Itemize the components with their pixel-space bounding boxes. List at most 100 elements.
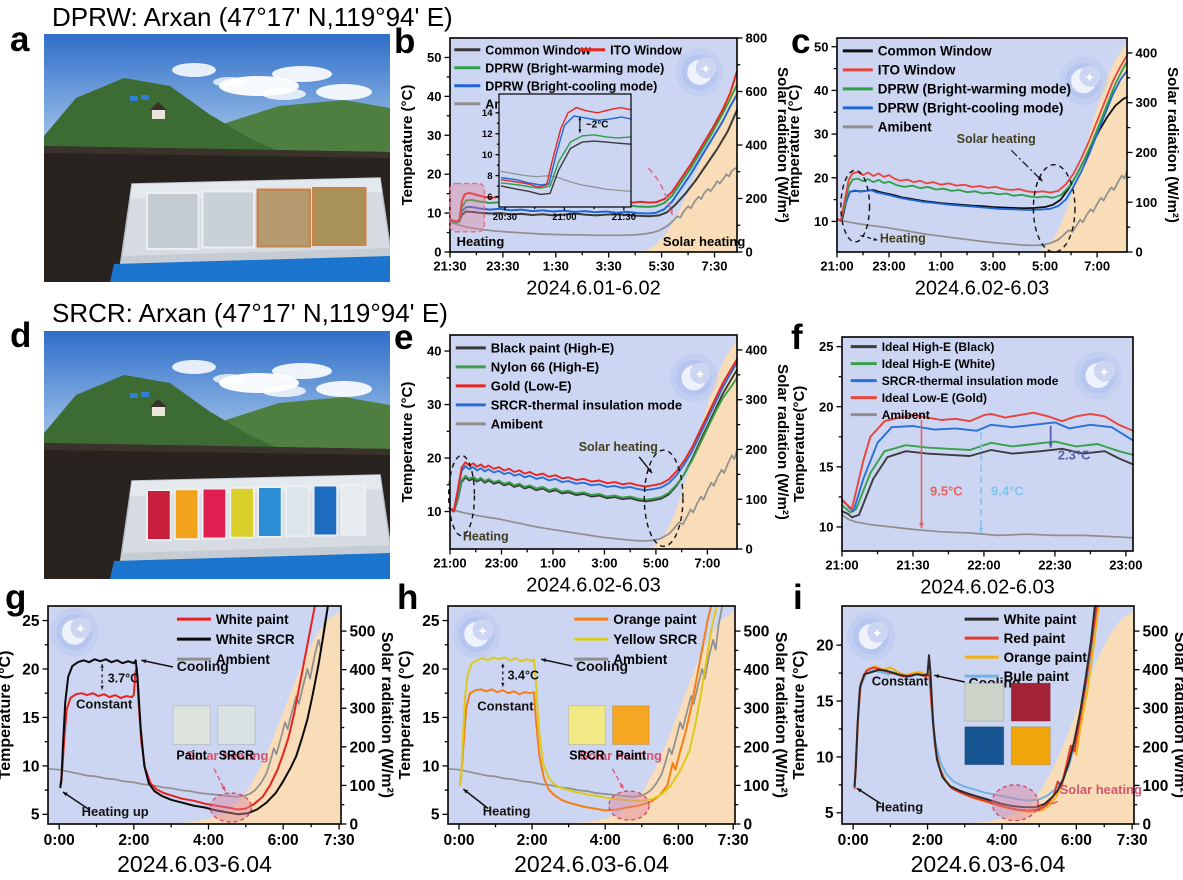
y-tick-label: 10 — [816, 749, 833, 766]
y-tick-label: 25 — [422, 613, 440, 630]
annotation-heating: Heating — [875, 800, 923, 815]
y2-tick-label: 300 — [746, 392, 768, 407]
panel-letter-h: h — [397, 578, 419, 617]
panel-g-chart: 0:00 2:00 4:00 6:00 7:30 5 10 15 20 25 0 100 200 300 4… — [0, 580, 395, 880]
annotation-3-4-c: 3.4°C — [508, 669, 539, 683]
sample-panel — [286, 487, 309, 536]
annotation-highlight-rect — [449, 182, 486, 233]
plot-border — [47, 605, 342, 825]
series-amibent — [449, 449, 738, 542]
legend-label-common-window: Common Window — [485, 43, 591, 57]
y-tick-label: 20 — [814, 170, 828, 185]
legend: White paint Red paint Orange paint Bule pai… — [964, 612, 1088, 684]
y2-tick-label: 200 — [746, 191, 768, 206]
y-tick-label: 10 — [427, 504, 441, 519]
y-tick-label: 5 — [431, 807, 440, 824]
series-dprw-bright-cooling-mode — [449, 93, 738, 224]
legend-label-white-paint: White paint — [1004, 612, 1077, 627]
y-tick-label: 40 — [427, 344, 441, 359]
annotation-solar-heating: Solar heating — [580, 748, 662, 763]
x-tick-label: 5:00 — [643, 556, 669, 571]
series-ideal-high-e-white — [841, 440, 1134, 514]
blue-base — [110, 256, 390, 282]
x-tick-label: 7:30 — [702, 259, 728, 274]
series-srcr-thermal-insulation-mode — [449, 361, 738, 512]
y-tick-label: 15 — [816, 693, 834, 710]
cloud — [213, 77, 245, 87]
sample-swatch — [1010, 682, 1051, 722]
x-tick-label: 7:30 — [1117, 832, 1148, 849]
cloud — [316, 84, 372, 100]
sample-swatch — [1010, 726, 1051, 766]
y-axis-title: Temperature (°C) — [397, 651, 414, 780]
y-tick-label: 50 — [427, 50, 441, 65]
x-axis-date-label: 2024.6.02-6.03 — [915, 278, 1050, 299]
plot-border — [836, 37, 1128, 253]
sample-swatch — [217, 705, 256, 746]
annotation-ellipse — [448, 454, 476, 537]
x-tick-label: 23:30 — [486, 259, 519, 274]
annotation-cooling: Cooling — [177, 658, 229, 674]
y2-tick-label: 400 — [1136, 45, 1158, 60]
legend-label-common-window: Common Window — [878, 44, 992, 59]
annotation-heating: Heating — [457, 234, 505, 249]
panel-e-chart: 21:00 23:00 1:00 3:00 5:00 7:00 10 20 30 40 0 100 20… — [391, 323, 791, 600]
annotation-2-3-c: 2.3°C — [1058, 448, 1091, 463]
y2-tick-label: 500 — [744, 624, 770, 641]
y-tick-label: 6 — [487, 192, 492, 203]
y2-tick-label: 300 — [744, 701, 770, 718]
x-tick-label: 6:00 — [1061, 832, 1092, 849]
x-tick-label: 1:00 — [540, 556, 566, 571]
y2-tick-label: 400 — [746, 342, 768, 357]
panel-h-chart: 0:00 2:00 4:00 6:00 7:30 5 10 15 20 25 0 100 200 300 4… — [394, 580, 789, 880]
legend-label-dprw-bright-cooling-mode: DPRW (Bright-cooling mode) — [878, 101, 1064, 116]
y-tick-label: 25 — [819, 339, 833, 354]
y2-tick-label: 0 — [1143, 816, 1152, 833]
x-tick-label: 3:30 — [596, 259, 622, 274]
chart-svg-e: 21:00 23:00 1:00 3:00 5:00 7:0010203040010020… — [399, 334, 791, 597]
panel-letter-a: a — [10, 20, 30, 59]
legend-label-ito-window: ITO Window — [610, 43, 682, 57]
x-tick-label: 21:00 — [820, 259, 853, 274]
x-tick-label: 6:00 — [268, 832, 299, 849]
house — [152, 110, 165, 119]
legend-label-dprw-bright-warming-mode: DPRW (Bright-warming mode) — [878, 82, 1071, 97]
y2-tick-label: 200 — [746, 442, 768, 457]
x-tick-label: 22:00 — [967, 558, 1000, 573]
moon-icon — [675, 48, 724, 97]
series-yellow-srcr — [459, 605, 718, 802]
plot-h: 0:00 2:00 4:00 6:00 7:30 5 10 15 20 25 0 100 200 300 4… — [397, 605, 789, 877]
series-ambient — [447, 605, 724, 798]
legend: Black paint (High-E) Nylon 66 (High-E) Gol… — [455, 341, 682, 432]
x-tick-label: 7:30 — [324, 832, 355, 849]
y2-tick-label: 100 — [746, 492, 768, 507]
y2-axis-title: Solar radiation (W/m²) — [774, 67, 790, 223]
legend-label-yellow-srcr: Yellow SRCR — [613, 632, 697, 647]
legend-label-ideal-low-e-gold: Ideal Low-E (Gold) — [882, 391, 987, 405]
inset-sample-swatches: SRCR Paint — [568, 705, 650, 763]
y-tick-label: 20 — [427, 167, 441, 182]
legend-label-amibent: Amibent — [878, 120, 933, 135]
panel-f-chart: 21:00 21:30 22:00 22:30 23:00 10 15 20 25 2024.6.… — [788, 323, 1183, 600]
swatch-label-paint: Paint — [176, 749, 207, 763]
y2-axis-title: Solar radiation (W/m²) — [378, 632, 394, 798]
y-tick-label: 10 — [22, 758, 39, 775]
panel-c-chart: 21:00 23:00 1:00 3:00 5:00 7:00 10 20 30 40 50 0 100… — [786, 26, 1183, 303]
blue-base — [110, 553, 390, 579]
plot-b: 21:30 23:30 1:30 3:30 5:30 7:30 0 10 20 30 40 50 0 20… — [399, 31, 791, 300]
legend: Orange paint Yellow SRCR Ambient — [574, 612, 698, 667]
moon-icon — [1059, 56, 1108, 105]
y2-tick-label: 0 — [1136, 245, 1143, 260]
y2-tick-label: 200 — [1143, 739, 1169, 756]
series-nylon-66-high-e — [449, 376, 738, 513]
series-ambient — [47, 605, 329, 798]
cloud — [272, 363, 332, 379]
legend-label-orange-paint: Orange paint — [1004, 650, 1088, 665]
inset-sample-swatches: Paint SRCR — [172, 705, 256, 763]
cloud — [213, 374, 245, 384]
annotation-ellipse — [840, 169, 871, 243]
sample-panel — [259, 191, 309, 245]
x-axis-date-label: 2024.6.03-6.04 — [117, 851, 272, 875]
y-tick-label: 30 — [427, 128, 441, 143]
y2-tick-label: 0 — [350, 816, 359, 833]
